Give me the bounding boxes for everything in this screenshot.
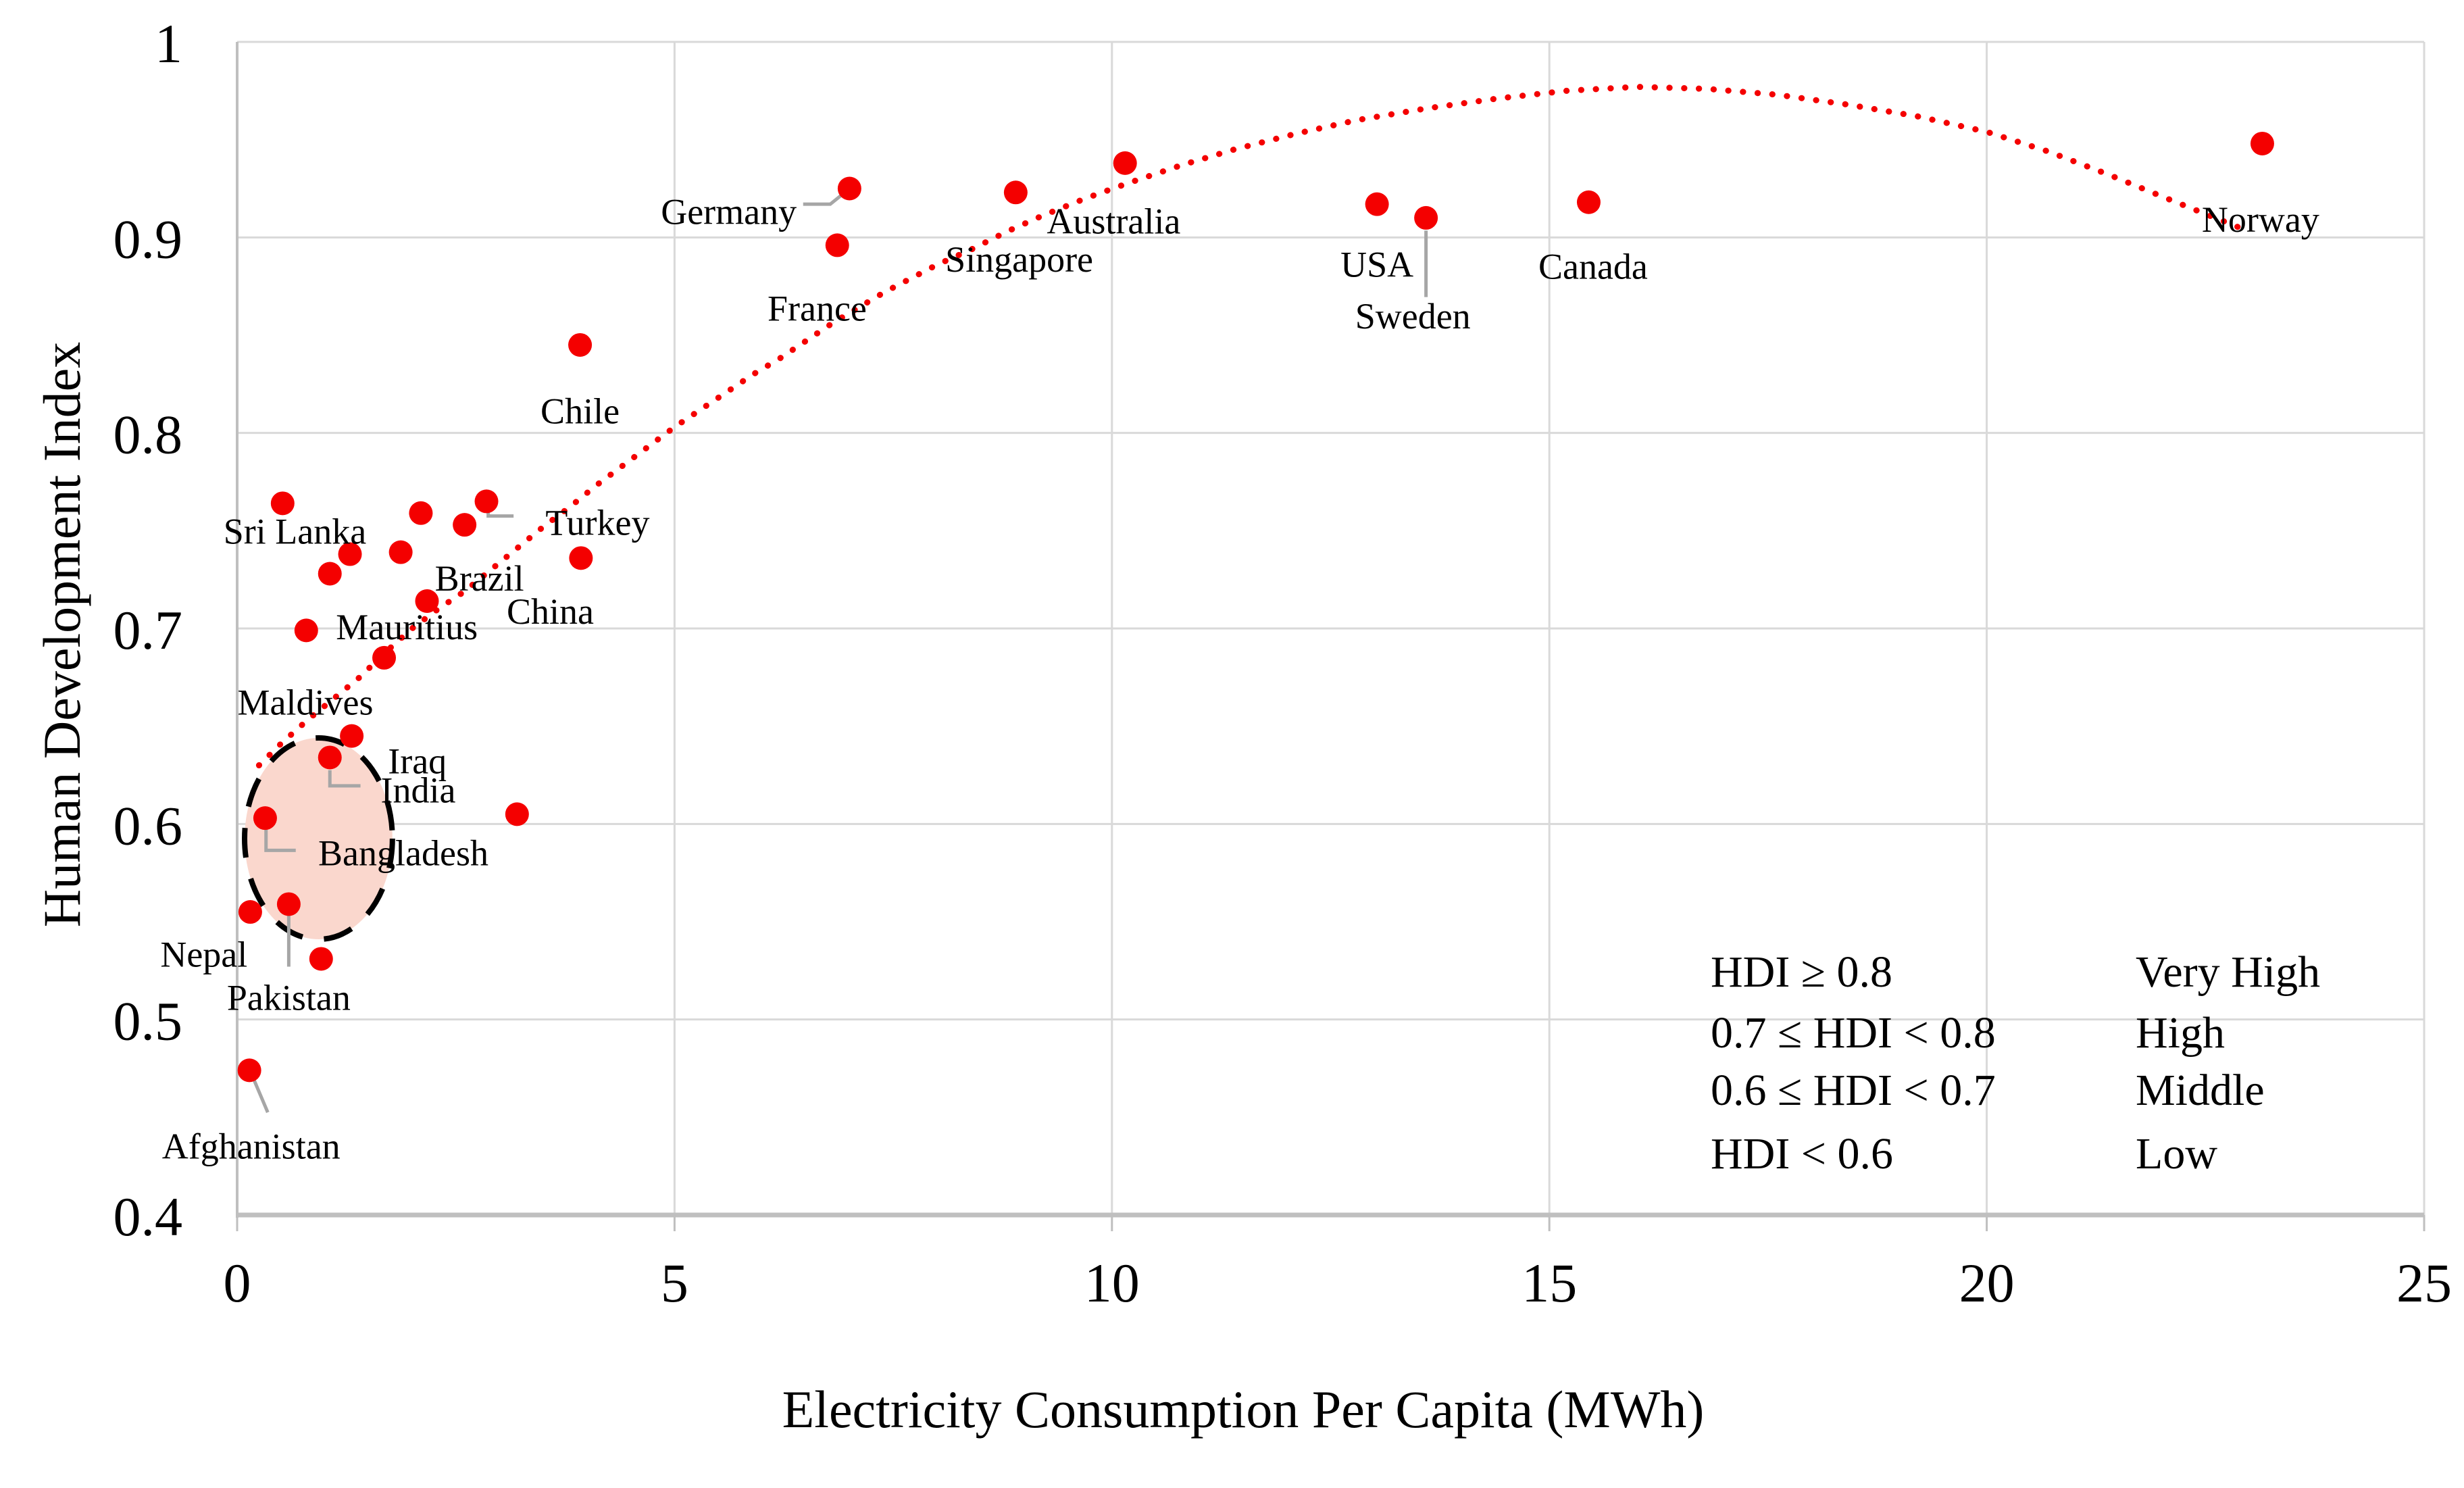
country-label-iraq: Iraq xyxy=(388,741,447,781)
country-label-pakistan: Pakistan xyxy=(227,977,351,1018)
data-point-australia xyxy=(1113,151,1137,175)
axis-titles: Electricity Consumption Per Capita (MWh)… xyxy=(32,342,1704,1439)
y-tick-label: 0.7 xyxy=(114,599,183,661)
country-label-singapore: Singapore xyxy=(945,239,1093,280)
country-label-australia: Australia xyxy=(1047,201,1180,242)
country-label-sri-lanka: Sri Lanka xyxy=(224,511,366,551)
data-point xyxy=(309,947,333,971)
country-label-usa: USA xyxy=(1340,244,1413,284)
y-tick-label: 0.5 xyxy=(114,991,183,1052)
data-point-chile xyxy=(568,332,593,357)
country-label-bangladesh: Bangladesh xyxy=(318,833,488,873)
legend-level-high: High xyxy=(2136,1008,2225,1058)
tick-labels: 1 0.9 0.8 0.7 0.6 0.5 0.4 0 5 10 15 20 25 xyxy=(114,13,2453,1314)
legend-level-very-high: Very High xyxy=(2136,947,2320,997)
axis-lines xyxy=(236,42,2425,1231)
leader-lines xyxy=(250,190,1428,1114)
legend-level-low: Low xyxy=(2136,1129,2217,1179)
x-tick-label: 20 xyxy=(1959,1252,2015,1314)
data-point-china xyxy=(569,546,593,570)
country-label-canada: Canada xyxy=(1538,246,1648,287)
y-tick-label: 0.4 xyxy=(114,1186,183,1247)
data-point-singapore xyxy=(1003,180,1028,205)
x-tick-label: 0 xyxy=(224,1252,251,1314)
data-point-turkey xyxy=(474,489,499,514)
country-label-afghanistan: Afghanistan xyxy=(162,1126,341,1166)
y-tick-label: 0.6 xyxy=(114,795,183,856)
y-axis-title: Human Development Index xyxy=(32,342,91,927)
y-tick-label: 1 xyxy=(155,13,182,74)
data-point-sweden xyxy=(1414,205,1438,230)
data-point-pakistan xyxy=(276,892,301,916)
data-point xyxy=(505,802,529,826)
country-label-france: France xyxy=(768,288,867,328)
country-label-nepal: Nepal xyxy=(160,935,247,975)
country-label-germany: Germany xyxy=(661,191,797,232)
data-point-iraq xyxy=(340,724,364,748)
country-label-china: China xyxy=(507,591,594,632)
data-point-india xyxy=(318,745,342,770)
low-hdi-cluster-ellipse xyxy=(242,735,395,943)
country-label-india: India xyxy=(381,770,456,811)
country-label-brazil: Brazil xyxy=(435,558,524,599)
data-point-sri-lanka xyxy=(270,491,295,516)
y-tick-label: 0.8 xyxy=(114,404,183,466)
data-point xyxy=(415,589,439,613)
country-label-sweden: Sweden xyxy=(1355,296,1471,337)
data-point-afghanistan xyxy=(237,1058,261,1083)
x-tick-label: 25 xyxy=(2396,1252,2452,1314)
data-point-germany xyxy=(837,176,861,201)
data-point-maldives xyxy=(372,645,397,670)
country-label-turkey: Turkey xyxy=(545,502,649,543)
legend-range-high: 0.7 ≤ HDI < 0.8 xyxy=(1711,1008,1996,1058)
data-point xyxy=(338,542,362,566)
x-tick-label: 5 xyxy=(661,1252,688,1314)
legend-level-middle: Middle xyxy=(2136,1066,2265,1115)
legend-range-middle: 0.6 ≤ HDI < 0.7 xyxy=(1711,1066,1996,1115)
leader-line-bangladesh xyxy=(264,830,296,852)
data-point-bangladesh xyxy=(253,806,277,830)
leader-line-india xyxy=(328,770,361,788)
x-tick-label: 15 xyxy=(1522,1252,1577,1314)
y-tick-label: 0.9 xyxy=(114,208,183,270)
legend-range-very-high: HDI ≥ 0.8 xyxy=(1711,947,1892,997)
data-point-norway xyxy=(2250,131,2274,155)
data-points xyxy=(237,131,2274,1083)
legend: HDI ≥ 0.8 Very High 0.7 ≤ HDI < 0.8 High… xyxy=(1711,947,2320,1179)
leader-line-afghanistan xyxy=(250,1074,270,1114)
data-point-brazil xyxy=(453,513,477,537)
country-label-norway: Norway xyxy=(2202,199,2319,240)
legend-range-low: HDI < 0.6 xyxy=(1711,1129,1893,1179)
highlight-ellipse-group xyxy=(242,735,395,943)
x-axis-title: Electricity Consumption Per Capita (MWh) xyxy=(782,1380,1705,1439)
data-point-canada xyxy=(1576,190,1601,214)
country-label-maldives: Maldives xyxy=(238,683,374,723)
data-point-usa xyxy=(1365,192,1389,216)
data-point xyxy=(388,540,413,564)
data-point-mauritius xyxy=(294,618,318,643)
data-point xyxy=(318,562,342,586)
data-point-france xyxy=(825,233,849,257)
country-label-chile: Chile xyxy=(540,391,620,431)
data-point xyxy=(409,501,433,525)
data-point-nepal xyxy=(238,900,262,924)
country-label-mauritius: Mauritius xyxy=(336,607,478,647)
x-tick-label: 10 xyxy=(1084,1252,1140,1314)
